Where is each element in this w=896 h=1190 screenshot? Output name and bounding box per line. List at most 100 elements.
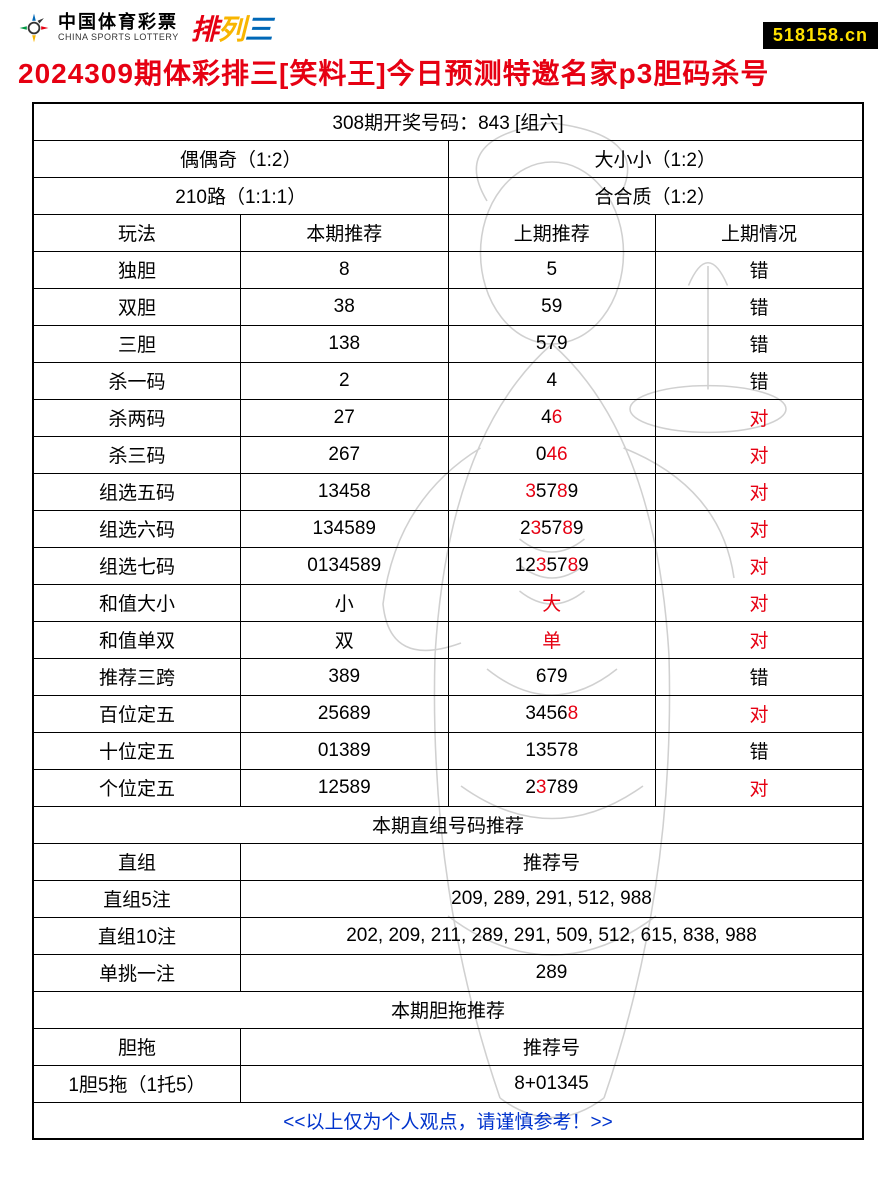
lottery-logo-icon (16, 10, 52, 46)
previous-pick: 679 (448, 658, 656, 695)
section-title: 本期直组号码推荐 (33, 806, 863, 843)
col-header: 上期情况 (656, 214, 864, 251)
play-name: 百位定五 (33, 695, 241, 732)
previous-pick: 23789 (448, 769, 656, 806)
play-row: 百位定五2568934568对 (33, 695, 863, 732)
play-name: 杀一码 (33, 362, 241, 399)
result-cell: 错 (656, 325, 864, 362)
dantuo-value: 8+01345 (241, 1065, 864, 1102)
zhizu-row: 直组10注202, 209, 211, 289, 291, 509, 512, … (33, 917, 863, 954)
result-cell: 对 (656, 473, 864, 510)
play-name: 个位定五 (33, 769, 241, 806)
page-title: 2024309期体彩排三[笑料王]今日预测特邀名家p3胆码杀号 (0, 48, 896, 102)
dantuo-header-right: 推荐号 (241, 1028, 864, 1065)
result-cell: 错 (656, 658, 864, 695)
logo-english: CHINA SPORTS LOTTERY (58, 33, 179, 43)
result-cell: 错 (656, 288, 864, 325)
play-row: 十位定五0138913578错 (33, 732, 863, 769)
zhizu-value: 202, 209, 211, 289, 291, 509, 512, 615, … (241, 917, 864, 954)
current-pick: 8 (241, 251, 449, 288)
prediction-table: 308期开奖号码：843 [组六] 偶偶奇（1:2） 大小小（1:2） 210路… (32, 102, 864, 1140)
current-pick: 267 (241, 436, 449, 473)
logo-chinese: 中国体育彩票 (58, 13, 179, 33)
meta-cell: 合合质（1:2） (448, 177, 863, 214)
current-pick: 38 (241, 288, 449, 325)
section-title: 本期胆拖推荐 (33, 991, 863, 1028)
zhizu-label: 单挑一注 (33, 954, 241, 991)
current-pick: 小 (241, 584, 449, 621)
play-row: 三胆138579错 (33, 325, 863, 362)
result-cell: 对 (656, 510, 864, 547)
pailie-logo: 排列三 (191, 8, 272, 48)
play-name: 杀两码 (33, 399, 241, 436)
current-pick: 2 (241, 362, 449, 399)
play-name: 双胆 (33, 288, 241, 325)
previous-pick: 1235789 (448, 547, 656, 584)
result-cell: 错 (656, 732, 864, 769)
meta-cell: 偶偶奇（1:2） (33, 140, 448, 177)
current-pick: 12589 (241, 769, 449, 806)
result-cell: 对 (656, 399, 864, 436)
current-pick: 27 (241, 399, 449, 436)
current-pick: 双 (241, 621, 449, 658)
previous-pick: 34568 (448, 695, 656, 732)
current-pick: 13458 (241, 473, 449, 510)
previous-pick: 579 (448, 325, 656, 362)
footer-note: <<以上仅为个人观点，请谨慎参考！>> (33, 1102, 863, 1139)
previous-pick: 4 (448, 362, 656, 399)
play-row: 杀三码267046对 (33, 436, 863, 473)
zhizu-header-right: 推荐号 (241, 843, 864, 880)
previous-pick: 单 (448, 621, 656, 658)
zhizu-row: 直组5注209, 289, 291, 512, 988 (33, 880, 863, 917)
play-row: 组选六码134589235789对 (33, 510, 863, 547)
current-pick: 389 (241, 658, 449, 695)
play-name: 组选五码 (33, 473, 241, 510)
play-name: 三胆 (33, 325, 241, 362)
play-name: 组选六码 (33, 510, 241, 547)
zhizu-label: 直组5注 (33, 880, 241, 917)
previous-pick: 235789 (448, 510, 656, 547)
previous-pick: 046 (448, 436, 656, 473)
play-row: 杀一码24错 (33, 362, 863, 399)
play-name: 组选七码 (33, 547, 241, 584)
result-cell: 对 (656, 769, 864, 806)
play-row: 个位定五1258923789对 (33, 769, 863, 806)
draw-header: 308期开奖号码：843 [组六] (33, 103, 863, 140)
col-header: 玩法 (33, 214, 241, 251)
zhizu-value: 209, 289, 291, 512, 988 (241, 880, 864, 917)
current-pick: 25689 (241, 695, 449, 732)
result-cell: 对 (656, 621, 864, 658)
lottery-logo: 中国体育彩票 CHINA SPORTS LOTTERY 排列三 (16, 8, 272, 48)
play-row: 组选七码01345891235789对 (33, 547, 863, 584)
current-pick: 01389 (241, 732, 449, 769)
current-pick: 134589 (241, 510, 449, 547)
play-row: 独胆85错 (33, 251, 863, 288)
result-cell: 错 (656, 362, 864, 399)
play-row: 和值大小小大对 (33, 584, 863, 621)
play-row: 双胆3859错 (33, 288, 863, 325)
dantuo-header-left: 胆拖 (33, 1028, 241, 1065)
previous-pick: 46 (448, 399, 656, 436)
zhizu-label: 直组10注 (33, 917, 241, 954)
previous-pick: 5 (448, 251, 656, 288)
col-header: 上期推荐 (448, 214, 656, 251)
url-badge: 518158.cn (763, 22, 878, 49)
current-pick: 0134589 (241, 547, 449, 584)
play-name: 十位定五 (33, 732, 241, 769)
current-pick: 138 (241, 325, 449, 362)
result-cell: 错 (656, 251, 864, 288)
play-name: 和值单双 (33, 621, 241, 658)
previous-pick: 13578 (448, 732, 656, 769)
meta-cell: 210路（1:1:1） (33, 177, 448, 214)
result-cell: 对 (656, 436, 864, 473)
play-row: 杀两码2746对 (33, 399, 863, 436)
play-row: 推荐三跨389679错 (33, 658, 863, 695)
play-row: 和值单双双单对 (33, 621, 863, 658)
result-cell: 对 (656, 547, 864, 584)
previous-pick: 59 (448, 288, 656, 325)
zhizu-header-left: 直组 (33, 843, 241, 880)
zhizu-value: 289 (241, 954, 864, 991)
previous-pick: 大 (448, 584, 656, 621)
dantuo-row: 1胆5拖（1托5）8+01345 (33, 1065, 863, 1102)
play-name: 和值大小 (33, 584, 241, 621)
